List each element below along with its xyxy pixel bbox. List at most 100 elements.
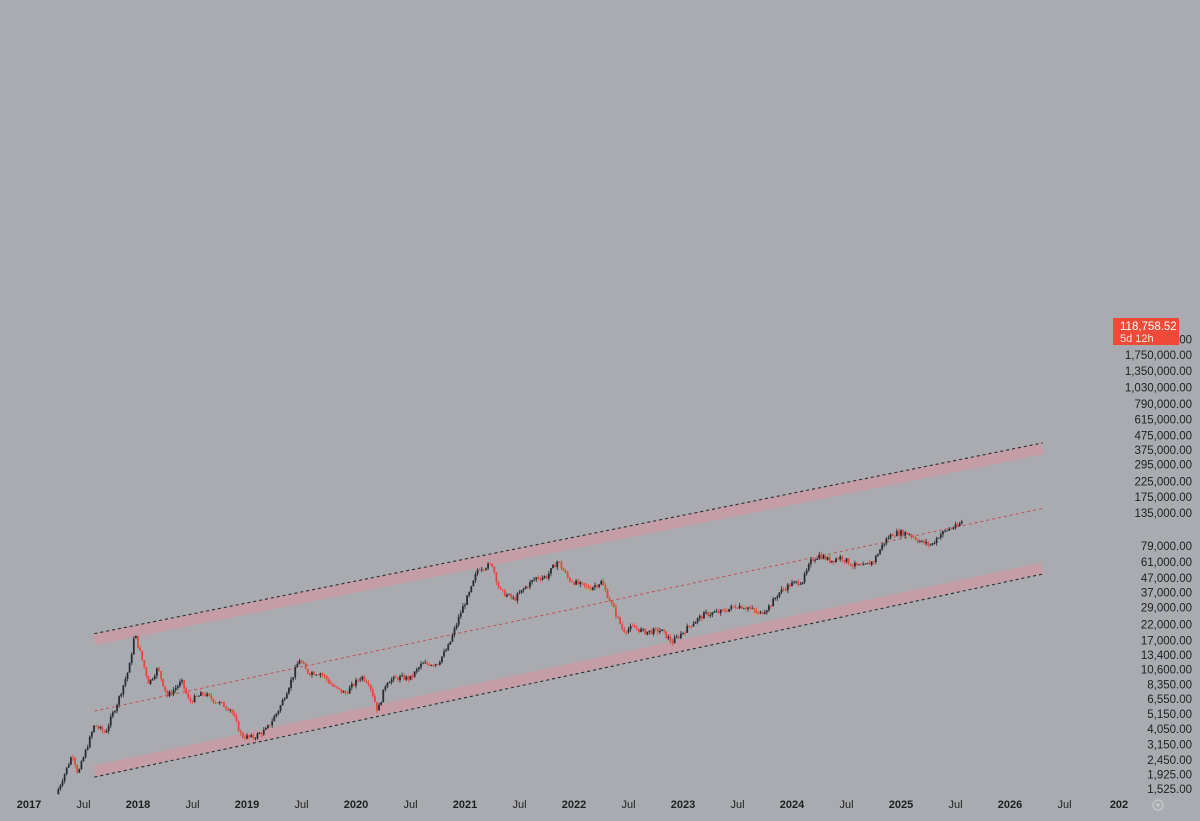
candle [631,623,634,627]
upper-channel-band [93,443,1044,646]
candle [285,691,288,699]
candle [179,679,181,688]
x-tick-label: 2020 [344,799,368,811]
x-tick-label: 2023 [671,799,695,811]
y-tick-label: 475,000.00 [1134,430,1192,442]
candle [399,674,401,683]
candle [302,660,305,665]
y-tick-label: 1,030,000.00 [1125,383,1192,395]
candle [57,787,60,795]
candle [300,659,303,664]
candle [283,697,286,702]
candle [893,534,896,539]
candle [705,609,707,615]
candle [646,631,649,636]
candle [939,531,942,540]
candle [116,703,118,714]
candle [937,537,940,539]
candle [503,588,506,597]
candle [914,536,917,541]
candle [612,601,615,608]
candle [135,635,137,639]
candle [830,560,833,564]
candle [944,529,946,533]
candle [401,672,404,677]
candle [176,684,179,691]
candle [537,575,540,581]
y-tick-label: 61,000.00 [1141,557,1192,569]
candle [151,677,154,681]
candle [70,756,72,766]
candle [518,589,521,595]
candle [493,566,496,575]
candle [684,631,686,636]
candle [510,592,513,601]
candle [717,608,720,614]
x-tick-label: 2017 [17,799,41,811]
candle [394,674,397,678]
candle [313,671,315,676]
y-tick-label: 5,150.00 [1147,709,1192,721]
candle [449,641,452,645]
y-tick-label: 175,000.00 [1134,492,1192,504]
candle [780,586,783,595]
candle [761,611,764,615]
y-tick-label: 135,000.00 [1134,508,1192,520]
candle [208,693,211,697]
candle [547,570,550,581]
candle [191,700,194,704]
candle [118,695,121,708]
candle [912,534,915,539]
candle [332,682,334,687]
x-tick-label: Jul [948,799,962,811]
candle [694,621,697,624]
candle [239,729,242,736]
candle [818,551,821,560]
candle [491,563,494,568]
candle [730,604,733,612]
candle [227,707,230,712]
candle [583,583,586,588]
candle [606,588,609,599]
candle [795,580,798,584]
candle [571,579,573,583]
candle [801,581,804,585]
candle [763,609,766,615]
candle [252,733,255,741]
candle [235,713,238,723]
candle [902,528,904,537]
candle [768,604,770,613]
candle [298,658,301,665]
candle [65,767,68,776]
candle [90,730,93,740]
candle [822,553,825,560]
candle [130,652,133,666]
candle [724,607,726,613]
candle [411,673,414,680]
candle [774,597,777,601]
x-tick-label: 2024 [780,799,805,811]
candle [839,554,842,562]
candle [594,582,596,591]
settings-icon[interactable] [1152,799,1164,811]
candle [589,585,592,591]
candle [617,615,619,620]
candle [267,724,269,729]
candle [772,596,775,607]
y-tick-label: 22,000.00 [1141,620,1192,632]
candle [933,541,936,545]
candle [812,557,814,562]
candle [686,623,689,634]
candle [229,708,232,713]
upper-channel-line[interactable] [94,442,1043,635]
candle [512,595,515,600]
candle [197,694,200,697]
candle [338,687,341,691]
candle [956,522,959,528]
candle [158,666,160,672]
y-tick-label: 8,350.00 [1147,679,1192,691]
candle [409,675,412,681]
candle [667,634,670,641]
candle [254,737,257,741]
